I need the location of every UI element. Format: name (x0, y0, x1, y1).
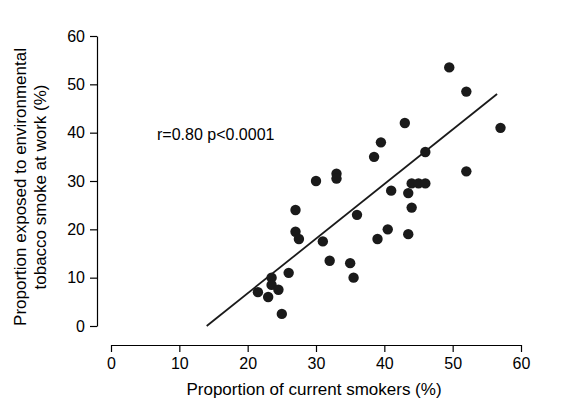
data-point (263, 292, 273, 302)
y-tick: 40 (67, 124, 97, 141)
x-tick-label: 0 (107, 355, 116, 372)
y-tick: 50 (67, 76, 97, 93)
y-tick: 10 (67, 269, 97, 286)
data-point (420, 147, 430, 157)
chart: 0 10 20 30 40 50 60 0 10 20 30 40 50 60 r=0.80 p<0.000… (0, 0, 570, 413)
y-tick-label: 40 (67, 124, 85, 141)
y-tick-label: 60 (67, 28, 85, 45)
data-point (277, 309, 287, 319)
data-point (345, 258, 355, 268)
data-point (352, 210, 362, 220)
y-tick-label: 50 (67, 76, 85, 93)
x-axis-title: Proportion of current smokers (%) (186, 380, 441, 399)
x-tick: 50 (444, 345, 462, 372)
data-point (383, 224, 393, 234)
x-tick-label: 50 (444, 355, 462, 372)
x-tick-mark (179, 345, 180, 352)
x-tick: 40 (376, 345, 394, 372)
y-axis-title-line: tobacco smoke at work (%) (31, 84, 50, 289)
data-point (324, 256, 334, 266)
y-tick-mark (90, 36, 97, 37)
x-tick: 60 (513, 345, 531, 372)
y-axis-title: Proportion exposed to environmentaltobac… (11, 48, 50, 326)
data-point (461, 166, 471, 176)
data-point (461, 86, 471, 96)
x-tick-mark (384, 345, 385, 352)
x-tick-mark (248, 345, 249, 352)
data-point (318, 236, 328, 246)
x-tick-mark (453, 345, 454, 352)
y-tick-label: 0 (76, 318, 85, 335)
y-tick-mark (90, 326, 97, 327)
x-tick-mark (316, 345, 317, 352)
x-tick: 10 (171, 345, 189, 372)
data-point (283, 268, 293, 278)
data-point (290, 205, 300, 215)
data-point (348, 272, 358, 282)
x-tick-label: 30 (308, 355, 326, 372)
x-tick-label: 10 (171, 355, 189, 372)
x-tick-mark (111, 345, 112, 352)
x-tick: 20 (239, 345, 257, 372)
y-axis: 0 10 20 30 40 50 60 (67, 28, 97, 335)
data-point (376, 137, 386, 147)
x-tick: 0 (107, 345, 116, 372)
y-tick: 60 (67, 28, 97, 45)
y-tick: 30 (67, 173, 97, 190)
y-axis-line (97, 37, 98, 327)
y-tick-mark (90, 278, 97, 279)
data-point (400, 118, 410, 128)
x-axis: 0 10 20 30 40 50 60 (107, 345, 530, 372)
x-tick-mark (521, 345, 522, 352)
annotation: r=0.80 p<0.0001 (157, 126, 275, 143)
x-tick: 30 (308, 345, 326, 372)
y-tick-mark (90, 229, 97, 230)
y-tick-label: 20 (67, 221, 85, 238)
y-tick-mark (90, 181, 97, 182)
data-point (403, 229, 413, 239)
plot-area (207, 62, 506, 326)
y-tick-mark (90, 133, 97, 134)
data-point (444, 62, 454, 72)
data-point (253, 287, 263, 297)
x-tick-label: 40 (376, 355, 394, 372)
data-point (369, 152, 379, 162)
y-tick: 20 (67, 221, 97, 238)
data-point (331, 173, 341, 183)
x-tick-label: 20 (239, 355, 257, 372)
x-tick-label: 60 (513, 355, 531, 372)
y-tick-label: 30 (67, 173, 85, 190)
data-point (386, 185, 396, 195)
y-tick-mark (90, 84, 97, 85)
data-point (495, 123, 505, 133)
data-point (372, 234, 382, 244)
y-tick-label: 10 (67, 269, 85, 286)
data-point (403, 188, 413, 198)
data-point (311, 176, 321, 186)
data-point (420, 178, 430, 188)
y-axis-title-line: Proportion exposed to environmental (11, 48, 30, 326)
data-point (406, 202, 416, 212)
data-point (273, 285, 283, 295)
data-point (294, 234, 304, 244)
y-tick: 0 (76, 318, 97, 335)
